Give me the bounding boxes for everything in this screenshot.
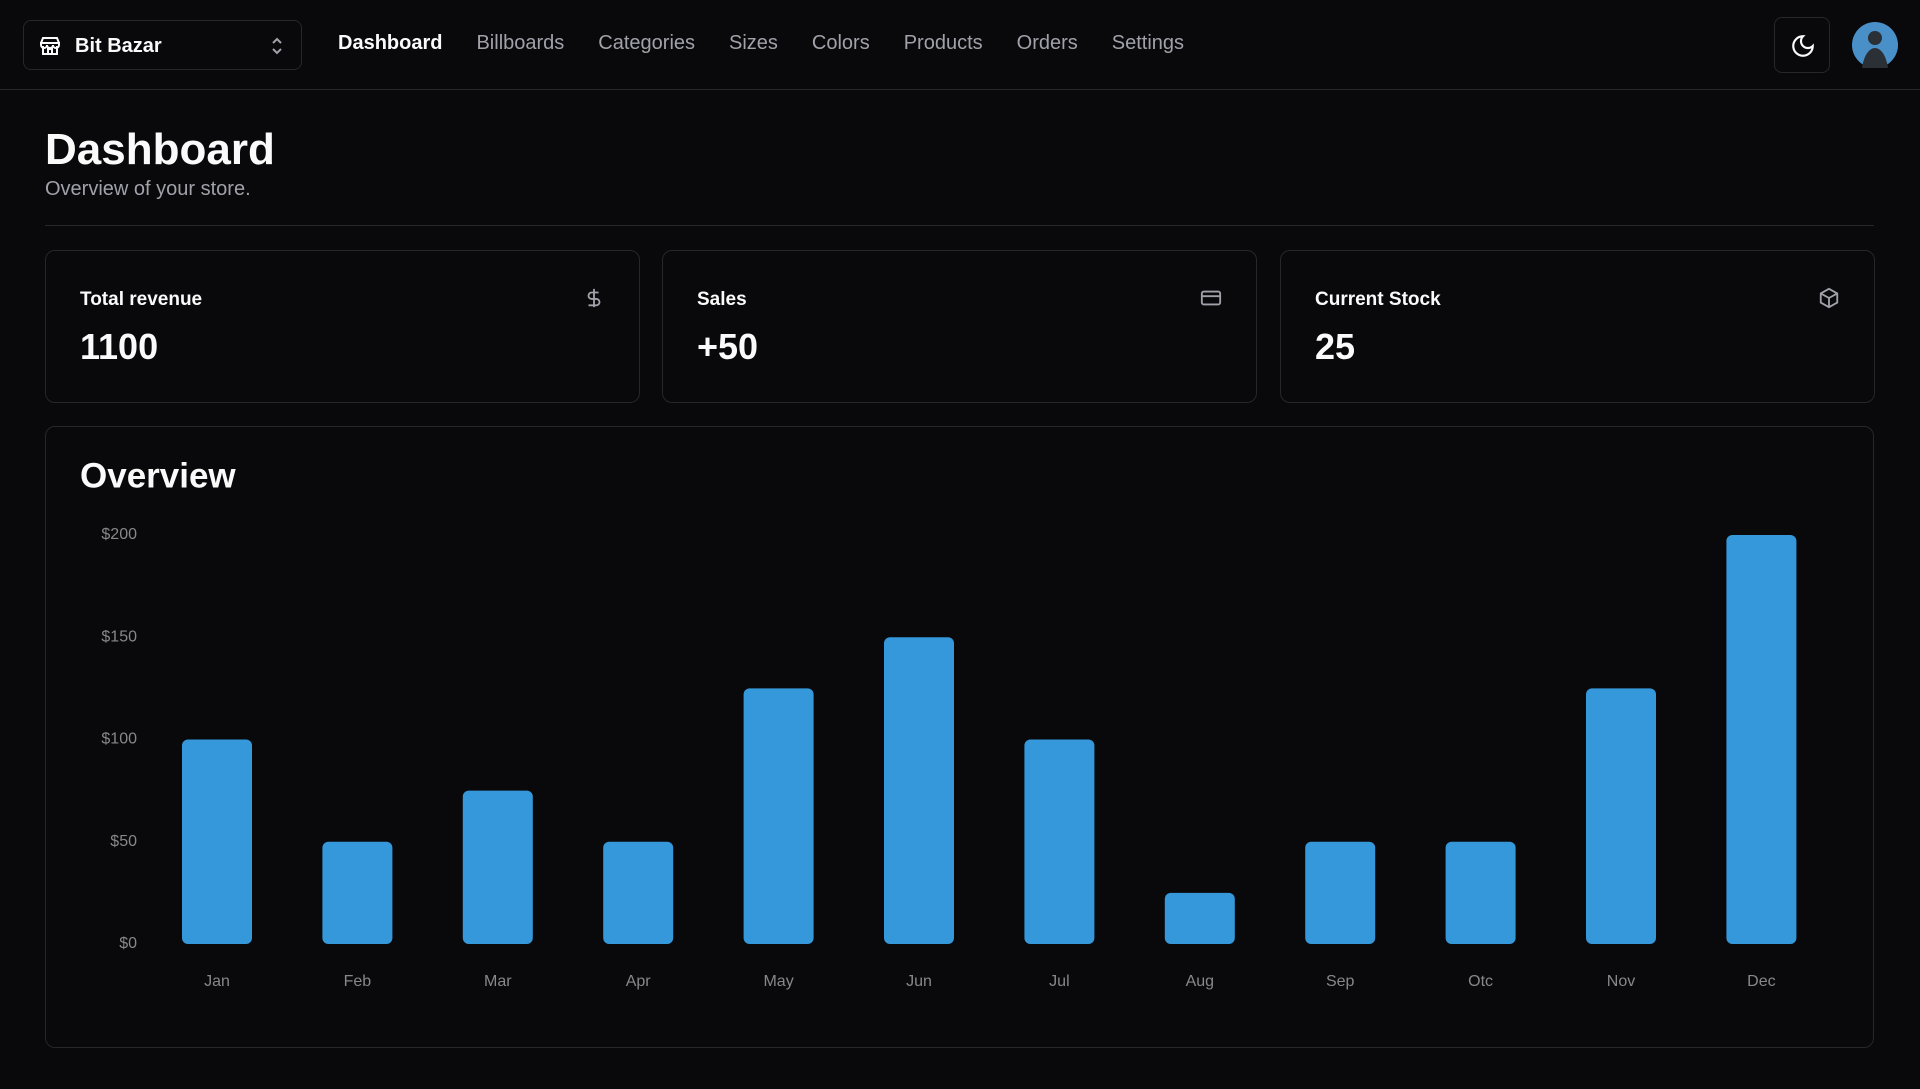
nav-link[interactable]: Settings — [1111, 32, 1185, 54]
bar — [1726, 535, 1797, 944]
x-tick-label: Feb — [344, 973, 372, 990]
y-tick-label: $100 — [101, 731, 137, 748]
card-icon — [1200, 287, 1222, 314]
avatar[interactable] — [1852, 22, 1898, 68]
bar — [1586, 688, 1656, 944]
bar — [462, 790, 533, 944]
chart-title: Overview — [80, 456, 236, 495]
page-title: Dashboard — [45, 125, 275, 174]
bar — [1164, 892, 1235, 944]
theme-toggle[interactable] — [1774, 17, 1830, 73]
nav-link[interactable]: Products — [903, 32, 983, 54]
x-tick-label: Nov — [1607, 973, 1635, 990]
icon — [1819, 287, 1839, 309]
separator — [45, 225, 1874, 226]
stat-card: Current Stock 25 — [1280, 250, 1875, 403]
page-subtitle: Overview of your store. — [45, 178, 251, 200]
bar — [182, 739, 252, 944]
nav-link[interactable]: Categories — [598, 32, 696, 54]
chevrons-icon — [272, 37, 282, 55]
store-icon — [40, 37, 60, 55]
bar — [322, 841, 393, 944]
x-tick-label: Otc — [1468, 973, 1493, 990]
x-tick-label: Apr — [626, 973, 652, 990]
moon-icon — [1792, 35, 1814, 57]
x-tick-label: Mar — [484, 973, 512, 990]
nav-link[interactable]: Dashboard — [338, 32, 443, 54]
stat-card: Sales +50 — [662, 250, 1257, 403]
y-tick-label: $150 — [101, 628, 137, 645]
icon — [1200, 290, 1222, 306]
x-tick-label: May — [763, 973, 793, 990]
x-tick-label: Jun — [906, 973, 932, 990]
bar — [1024, 739, 1095, 944]
card-icon — [1818, 287, 1840, 314]
bar — [884, 637, 954, 944]
y-tick-label: $0 — [119, 935, 137, 952]
nav-link[interactable]: Sizes — [729, 32, 778, 54]
nav-link[interactable]: Colors — [811, 32, 870, 54]
icon — [587, 288, 601, 308]
store-switcher[interactable]: Bit Bazar — [23, 20, 302, 70]
nav-links: Dashboard Billboards Categories Sizes Colors… — [338, 32, 1184, 55]
card-icon — [583, 287, 605, 314]
x-tick-label: Jan — [204, 973, 230, 990]
bar — [603, 841, 674, 944]
card-title: Current Stock — [1315, 289, 1441, 310]
chart: Overview $0 $50 $100 $150 $200 Jan Feb Mar Apr Ma… — [80, 456, 1797, 990]
store-name: Bit Bazar — [75, 35, 162, 57]
x-tick-label: Jul — [1049, 973, 1069, 990]
x-tick-label: Dec — [1747, 973, 1775, 990]
x-tick-label: Sep — [1326, 973, 1355, 990]
card-title: Total revenue — [80, 289, 203, 310]
nav-link[interactable]: Orders — [1016, 32, 1078, 54]
card-value: 1100 — [80, 326, 159, 367]
navbar: Bit Bazar Dashboard Billboards Categories S… — [0, 0, 1920, 90]
bar — [1445, 841, 1516, 944]
stat-card: Total revenue 1100 — [45, 250, 640, 403]
card-title: Sales — [697, 289, 747, 310]
card-value: 25 — [1315, 326, 1356, 367]
nav-link[interactable]: Billboards — [476, 32, 565, 54]
bar — [1305, 841, 1376, 944]
overview-card: Overview $0 $50 $100 $150 $200 Jan Feb Mar Apr Ma… — [45, 426, 1874, 1048]
y-tick-label: $200 — [101, 526, 137, 543]
card-value: +50 — [697, 326, 759, 367]
y-tick-label: $50 — [110, 833, 137, 850]
bar — [743, 688, 814, 944]
x-tick-label: Aug — [1186, 973, 1214, 990]
